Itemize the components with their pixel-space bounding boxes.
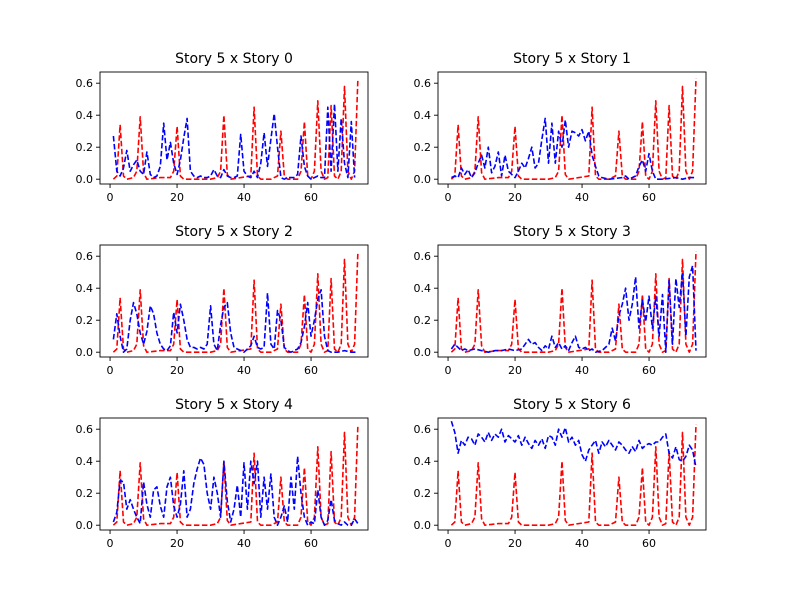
x-tick-label: 20: [170, 537, 184, 550]
plot-frame: [437, 244, 707, 358]
x-tick-label: 40: [237, 537, 251, 550]
x-tick-label: 60: [304, 191, 318, 204]
plot-frame: [437, 71, 707, 185]
x-tick-label: 60: [642, 191, 656, 204]
y-tick-label: 0.4: [414, 282, 432, 295]
y-tick-label: 0.2: [414, 487, 432, 500]
subplot-title: Story 5 x Story 2: [175, 224, 293, 240]
subplot-title: Story 5 x Story 4: [175, 397, 293, 413]
y-tick-label: 0.6: [76, 423, 94, 436]
x-tick-label: 0: [107, 191, 114, 204]
y-tick-label: 0.4: [76, 109, 94, 122]
y-tick-label: 0.2: [76, 141, 94, 154]
red-series-line: [450, 78, 697, 180]
subplot-3: Story 5 x Story 3 0 20 40 60 0.0 0.2 0.4 0.6: [414, 224, 707, 377]
y-tick-label: 0.6: [414, 423, 432, 436]
x-tick-label: 0: [107, 537, 114, 550]
x-tick-label: 40: [237, 364, 251, 377]
x-tick-label: 0: [107, 364, 114, 377]
plot-frame: [99, 417, 369, 531]
plot-frame: [437, 417, 707, 531]
subplot-title: Story 5 x Story 1: [513, 51, 631, 67]
subplot-1: Story 5 x Story 1 0 20 40 60 0.0 0.2 0.4 0.6: [414, 51, 707, 204]
subplot-title: Story 5 x Story 3: [513, 224, 631, 240]
red-series-line: [112, 78, 359, 180]
blue-series-line: [112, 103, 356, 180]
y-tick-label: 0.2: [414, 141, 432, 154]
y-tick-label: 0.0: [76, 346, 94, 359]
x-tick-label: 0: [445, 364, 452, 377]
x-tick-label: 40: [575, 364, 589, 377]
red-series-line: [112, 251, 359, 353]
subplot-title: Story 5 x Story 0: [175, 51, 293, 67]
y-tick-label: 0.4: [414, 455, 432, 468]
y-tick-label: 0.2: [76, 487, 94, 500]
x-tick-label: 0: [445, 537, 452, 550]
y-tick-label: 0.0: [76, 519, 94, 532]
x-tick-label: 20: [170, 191, 184, 204]
y-tick-label: 0.2: [414, 314, 432, 327]
subplot-4: Story 5 x Story 4 0 20 40 60 0.0 0.2 0.4 0.6: [76, 397, 369, 550]
y-tick-label: 0.0: [76, 173, 94, 186]
subplot-title: Story 5 x Story 6: [513, 397, 631, 413]
x-tick-label: 40: [575, 191, 589, 204]
y-tick-label: 0.6: [414, 250, 432, 263]
x-tick-label: 60: [642, 364, 656, 377]
subplot-5: Story 5 x Story 6 0 20 40 60 0.0 0.2 0.4 0.6: [414, 397, 707, 550]
y-tick-label: 0.0: [414, 173, 432, 186]
blue-series-line: [451, 117, 696, 180]
x-tick-label: 20: [508, 537, 522, 550]
y-tick-label: 0.6: [414, 77, 432, 90]
y-tick-label: 0.4: [76, 282, 94, 295]
x-tick-label: 60: [304, 364, 318, 377]
y-tick-label: 0.4: [76, 455, 94, 468]
y-tick-label: 0.4: [414, 109, 432, 122]
plot-frame: [99, 71, 369, 185]
red-series-line: [112, 424, 359, 526]
subplot-0: Story 5 x Story 0 0 20 40 60 0.0 0.2 0.4 0.6: [76, 51, 369, 204]
x-tick-label: 20: [508, 364, 522, 377]
blue-series-line: [450, 265, 697, 353]
red-series-line: [450, 424, 697, 526]
plot-frame: [99, 244, 369, 358]
x-tick-label: 20: [170, 364, 184, 377]
y-tick-label: 0.6: [76, 250, 94, 263]
y-tick-label: 0.0: [414, 519, 432, 532]
x-tick-label: 40: [237, 191, 251, 204]
x-tick-label: 60: [642, 537, 656, 550]
blue-series-line: [112, 289, 358, 353]
y-tick-label: 0.0: [414, 346, 432, 359]
blue-series-line: [450, 420, 697, 468]
subplot-2: Story 5 x Story 2 0 20 40 60 0.0 0.2 0.4 0.6: [76, 224, 369, 377]
x-tick-label: 0: [445, 191, 452, 204]
y-tick-label: 0.2: [76, 314, 94, 327]
blue-series-line: [112, 455, 359, 526]
y-tick-label: 0.6: [76, 77, 94, 90]
x-tick-label: 20: [508, 191, 522, 204]
x-tick-label: 60: [304, 537, 318, 550]
x-tick-label: 40: [575, 537, 589, 550]
